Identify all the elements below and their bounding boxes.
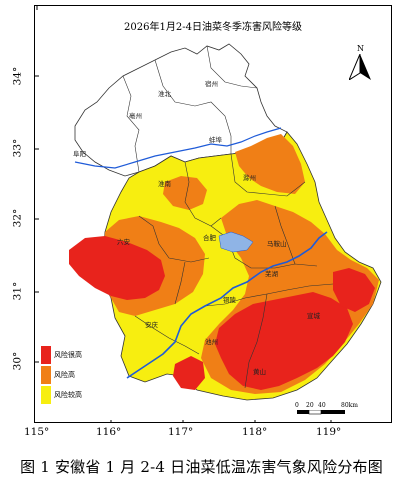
city-label-tongling: 铜陵 — [223, 296, 236, 304]
city-label-xuancheng: 宣城 — [307, 312, 320, 320]
border-ticks — [35, 6, 332, 422]
scale-label: 80km — [341, 402, 358, 409]
city-label-bozhou: 亳州 — [129, 112, 142, 120]
north-arrow-icon — [349, 54, 371, 80]
longitude-tick: 117° — [168, 426, 194, 438]
legend-swatch — [41, 386, 51, 404]
legend-swatch — [41, 346, 51, 364]
longitude-tick: 119° — [316, 426, 342, 438]
figure-caption: 图 1 安徽省 1 月 2-4 日油菜低温冻害气象风险分布图 — [20, 458, 383, 476]
latitude-tick: 31° — [11, 281, 24, 301]
longitude-tick: 116° — [96, 426, 122, 438]
yangtze-river — [126, 231, 328, 379]
city-label-chizhou: 池州 — [205, 338, 218, 346]
orange-zone-mid — [163, 176, 207, 210]
city-label-huainan: 淮南 — [158, 180, 171, 188]
legend-label: 风险较高 — [54, 391, 82, 399]
longitude-tick: 118° — [242, 426, 268, 438]
longitude-tick: 115° — [24, 426, 50, 438]
red-zone-west — [69, 236, 165, 300]
city-label-luan: 六安 — [117, 238, 130, 246]
city-label-huaibei: 淮北 — [158, 90, 171, 98]
latitude-tick: 32° — [11, 208, 24, 228]
scale-label: 40 — [318, 402, 326, 409]
latitude-tick: 30° — [11, 351, 24, 371]
risk-map — [35, 6, 382, 422]
map-title: 2026年1月2-4日油菜冬季冻害风险等级 — [124, 22, 302, 33]
red-zone-south — [173, 356, 205, 390]
city-label-hefei: 合肥 — [203, 234, 216, 242]
orange-zone-north — [235, 134, 305, 194]
north-label: N — [357, 44, 364, 53]
red-zone-southeast — [215, 292, 353, 390]
city-label-anqing: 安庆 — [145, 321, 158, 329]
red-zone-east — [333, 268, 375, 312]
latitude-tick: 34° — [11, 66, 24, 86]
city-label-fuyang: 阜阳 — [73, 150, 86, 158]
map-frame: 2026年1月2-4日油菜冬季冻害风险等级 宿州 淮北 亳州 蚌埠 阜阳 淮南 … — [34, 5, 392, 423]
scale-bar — [297, 410, 345, 415]
city-label-maanshan: 马鞍山 — [267, 240, 287, 248]
city-label-chuzhou: 滁州 — [243, 174, 256, 182]
latitude-tick: 33° — [11, 138, 24, 158]
city-label-wuhu: 芜湖 — [265, 270, 278, 278]
legend-swatch — [41, 366, 51, 384]
city-label-suzhou: 宿州 — [205, 80, 218, 88]
legend-label: 风险高 — [54, 371, 75, 379]
scale-label: 20 — [306, 402, 314, 409]
city-label-bengbu: 蚌埠 — [209, 136, 222, 144]
scale-label: 0 — [295, 402, 299, 409]
city-label-huangshan: 黄山 — [253, 368, 266, 376]
city-boundaries — [122, 45, 334, 389]
chao-lake — [218, 231, 254, 253]
legend-label: 风险很高 — [54, 351, 82, 359]
huai-river — [74, 127, 282, 169]
